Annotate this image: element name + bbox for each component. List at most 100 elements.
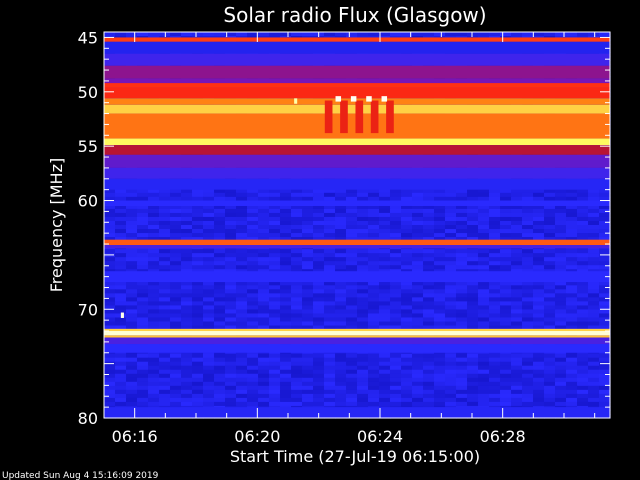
spectrogram-cell	[170, 32, 182, 37]
spectrogram-cell	[269, 397, 281, 403]
spectrogram-cell	[577, 216, 589, 222]
spectrogram-cell	[159, 365, 171, 371]
spectrogram-cell	[467, 309, 479, 315]
spectrogram-cell	[390, 265, 402, 270]
spectrogram-cell	[456, 225, 468, 230]
spectrogram-cell	[434, 204, 446, 210]
spectrogram-cell	[170, 261, 182, 266]
spectrogram-cell	[401, 265, 413, 270]
spectrogram-cell	[181, 229, 193, 234]
spectrogram-cell	[456, 309, 468, 315]
spectrogram-cell	[588, 393, 600, 399]
spectrogram-cell	[247, 393, 259, 399]
spectrogram-cell	[478, 289, 490, 294]
spectrogram-cell	[533, 220, 545, 226]
spectrogram-cell	[533, 357, 545, 363]
spectrogram-cell	[511, 297, 523, 302]
spectrogram-cell	[170, 305, 182, 311]
spectrogram-cell	[434, 216, 446, 222]
spectrogram-cell	[313, 377, 325, 383]
spectrogram-cell	[577, 301, 589, 307]
spectrogram-cell	[500, 233, 512, 238]
spectrogram-cell	[467, 305, 479, 311]
spectrogram-cell	[203, 401, 215, 407]
spectrogram-cell	[104, 353, 116, 359]
spectrogram-cell	[357, 377, 369, 383]
spectrogram-cell	[533, 401, 545, 407]
spectrogram-cell	[302, 313, 314, 319]
spectrogram-cell	[390, 317, 402, 323]
spectrogram-cell	[445, 353, 457, 359]
spectrogram-cell	[379, 281, 391, 286]
spectrogram-cell	[258, 393, 270, 399]
spectrogram-cell	[159, 373, 171, 379]
spectrogram-cell	[280, 196, 292, 202]
spectrogram-cell	[401, 373, 413, 379]
spectrogram-cell	[489, 229, 501, 234]
spectrogram-cell	[291, 293, 303, 298]
spectrogram-cell	[489, 233, 501, 238]
spectrogram-cell	[478, 305, 490, 311]
spectrogram-cell	[346, 225, 358, 230]
spectrogram-cell	[379, 208, 391, 214]
spectrogram-cell	[357, 297, 369, 302]
spectrogram-cell	[324, 265, 336, 270]
spectrogram-cell	[324, 249, 336, 254]
spectrogram-cell	[148, 325, 160, 331]
spectrogram-cell	[401, 309, 413, 315]
spectrogram-cell	[148, 249, 160, 254]
spectrogram-cell	[599, 357, 611, 363]
spectrogram-cell	[478, 301, 490, 307]
spectrogram-cell	[137, 220, 149, 226]
spectrogram-cell	[544, 297, 556, 302]
intensity-band	[104, 239, 610, 246]
spectrogram-cell	[445, 297, 457, 302]
spectrogram-cell	[599, 325, 611, 331]
spectrogram-cell	[335, 261, 347, 266]
spectrogram-cell	[423, 225, 435, 230]
spectrogram-cell	[357, 301, 369, 307]
spectrogram-cell	[533, 321, 545, 327]
spectrogram-cell	[511, 216, 523, 222]
spectrogram-cell	[115, 361, 127, 367]
spectrogram-cell	[159, 401, 171, 407]
spectrogram-cell	[137, 297, 149, 302]
spectrogram-cell	[456, 281, 468, 286]
spectrogram-cell	[368, 393, 380, 399]
spectrogram-cell	[478, 309, 490, 315]
spectrogram-cell	[258, 313, 270, 319]
spectrogram-cell	[346, 249, 358, 254]
spectrogram-cell	[544, 285, 556, 290]
spectrogram-cell	[456, 353, 468, 359]
spectrogram-cell	[170, 365, 182, 371]
spectrogram-cell	[346, 385, 358, 391]
spectrogram-cell	[566, 321, 578, 327]
spectrogram-cell	[577, 377, 589, 383]
spectrogram-cell	[588, 309, 600, 315]
spectrogram-cell	[489, 365, 501, 371]
spectrogram-cell	[511, 188, 523, 194]
spectrogram-cell	[137, 289, 149, 294]
spectrogram-cell	[445, 253, 457, 258]
spectrogram-cell	[401, 289, 413, 294]
spectrogram-cell	[269, 389, 281, 395]
spectrogram-cell	[445, 204, 457, 210]
intensity-band	[104, 335, 610, 338]
spectrogram-cell	[335, 297, 347, 302]
spectrogram-cell	[588, 220, 600, 226]
spectrogram-cell	[203, 325, 215, 331]
spectrogram-cell	[379, 212, 391, 218]
spectrogram-cell	[291, 237, 303, 242]
spectrogram-cell	[511, 317, 523, 323]
spectrogram-cell	[533, 297, 545, 302]
spectrogram-cell	[379, 32, 391, 37]
spectrogram-cell	[357, 397, 369, 403]
spectrogram-cell	[313, 393, 325, 399]
spectrogram-cell	[346, 216, 358, 222]
spectrogram-cell	[335, 389, 347, 395]
spectrogram-cell	[181, 401, 193, 407]
spectrogram-cell	[467, 317, 479, 323]
spectrogram-cell	[445, 257, 457, 262]
spectrogram-cell	[357, 401, 369, 407]
spectrogram-cell	[269, 281, 281, 286]
